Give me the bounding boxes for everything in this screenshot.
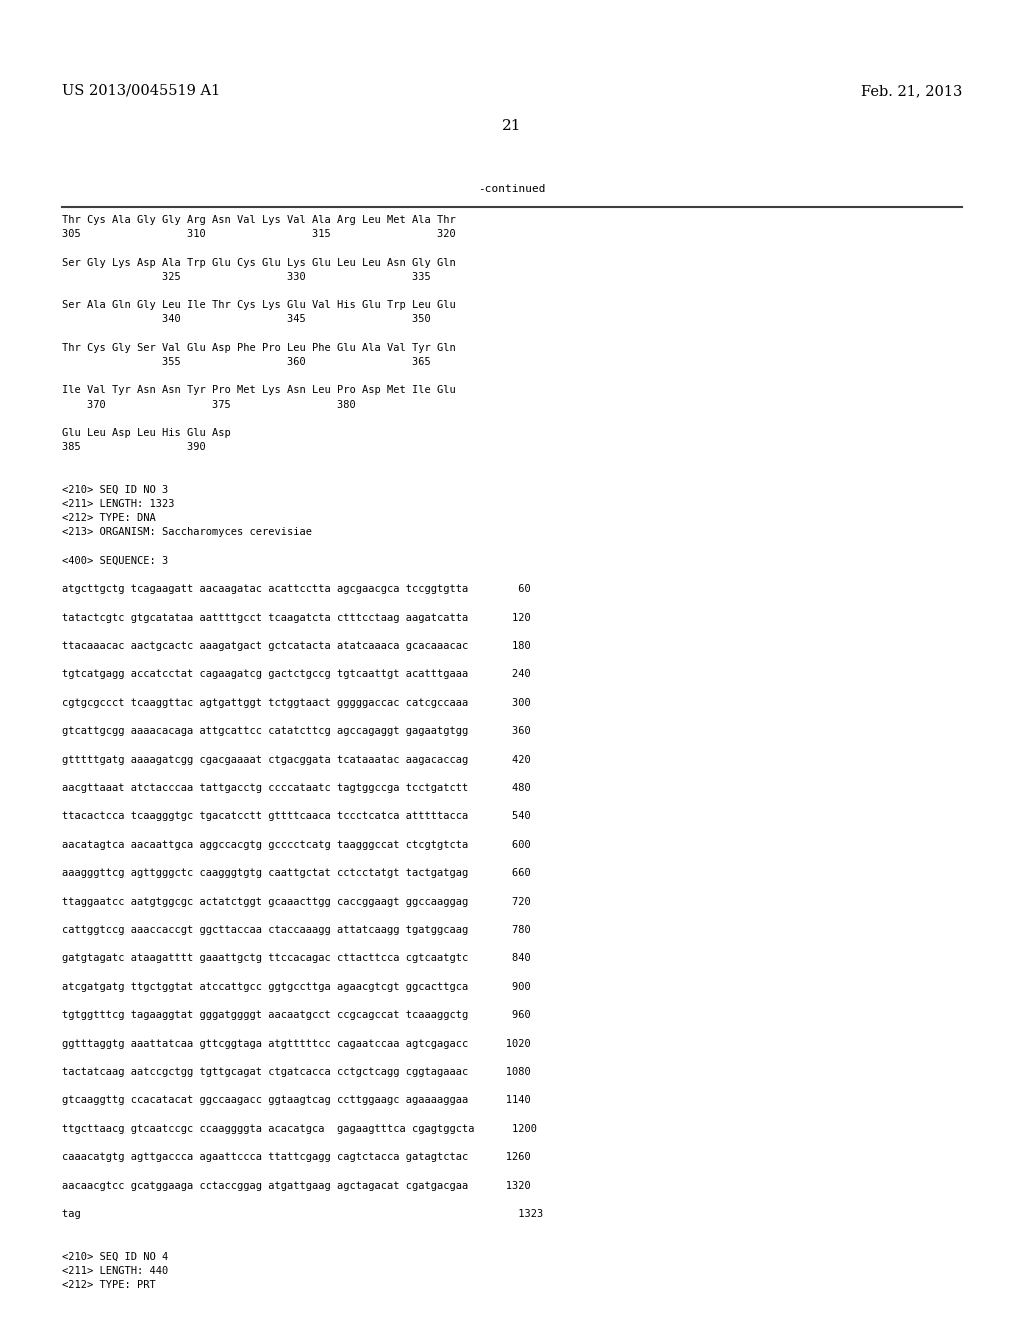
Text: ttgcttaacg gtcaatccgc ccaaggggta acacatgca  gagaagtttca cgagtggcta      1200: ttgcttaacg gtcaatccgc ccaaggggta acacatg… bbox=[62, 1123, 537, 1134]
Text: <210> SEQ ID NO 3: <210> SEQ ID NO 3 bbox=[62, 484, 168, 495]
Text: Thr Cys Gly Ser Val Glu Asp Phe Pro Leu Phe Glu Ala Val Tyr Gln: Thr Cys Gly Ser Val Glu Asp Phe Pro Leu … bbox=[62, 343, 456, 352]
Text: <212> TYPE: DNA: <212> TYPE: DNA bbox=[62, 513, 156, 523]
Text: <211> LENGTH: 1323: <211> LENGTH: 1323 bbox=[62, 499, 174, 510]
Text: <211> LENGTH: 440: <211> LENGTH: 440 bbox=[62, 1266, 168, 1276]
Text: aacatagtca aacaattgca aggccacgtg gcccctcatg taagggccat ctcgtgtcta       600: aacatagtca aacaattgca aggccacgtg gcccctc… bbox=[62, 840, 530, 850]
Text: 385                 390: 385 390 bbox=[62, 442, 206, 453]
Text: ttacactcca tcaagggtgc tgacatcctt gttttcaaca tccctcatca atttttacca       540: ttacactcca tcaagggtgc tgacatcctt gttttca… bbox=[62, 812, 530, 821]
Text: <212> TYPE: PRT: <212> TYPE: PRT bbox=[62, 1280, 156, 1290]
Text: 340                 345                 350: 340 345 350 bbox=[62, 314, 431, 325]
Text: Thr Cys Ala Gly Gly Arg Asn Val Lys Val Ala Arg Leu Met Ala Thr: Thr Cys Ala Gly Gly Arg Asn Val Lys Val … bbox=[62, 215, 456, 224]
Text: ggtttaggtg aaattatcaa gttcggtaga atgtttttcc cagaatccaa agtcgagacc      1020: ggtttaggtg aaattatcaa gttcggtaga atgtttt… bbox=[62, 1039, 530, 1048]
Text: Ser Ala Gln Gly Leu Ile Thr Cys Lys Glu Val His Glu Trp Leu Glu: Ser Ala Gln Gly Leu Ile Thr Cys Lys Glu … bbox=[62, 300, 456, 310]
Text: 21: 21 bbox=[502, 119, 522, 133]
Text: 355                 360                 365: 355 360 365 bbox=[62, 356, 431, 367]
Text: Ile Val Tyr Asn Asn Tyr Pro Met Lys Asn Leu Pro Asp Met Ile Glu: Ile Val Tyr Asn Asn Tyr Pro Met Lys Asn … bbox=[62, 385, 456, 396]
Text: gtcaaggttg ccacatacat ggccaagacc ggtaagtcag ccttggaagc agaaaaggaa      1140: gtcaaggttg ccacatacat ggccaagacc ggtaagt… bbox=[62, 1096, 530, 1105]
Text: <213> ORGANISM: Saccharomyces cerevisiae: <213> ORGANISM: Saccharomyces cerevisiae bbox=[62, 528, 312, 537]
Text: gtttttgatg aaaagatcgg cgacgaaaat ctgacggata tcataaatac aagacaccag       420: gtttttgatg aaaagatcgg cgacgaaaat ctgacgg… bbox=[62, 755, 530, 764]
Text: atgcttgctg tcagaagatt aacaagatac acattcctta agcgaacgca tccggtgtta        60: atgcttgctg tcagaagatt aacaagatac acattcc… bbox=[62, 585, 530, 594]
Text: cattggtccg aaaccaccgt ggcttaccaa ctaccaaagg attatcaagg tgatggcaag       780: cattggtccg aaaccaccgt ggcttaccaa ctaccaa… bbox=[62, 925, 530, 935]
Text: aacgttaaat atctacccaa tattgacctg ccccataatc tagtggccga tcctgatctt       480: aacgttaaat atctacccaa tattgacctg ccccata… bbox=[62, 783, 530, 793]
Text: -continued: -continued bbox=[478, 183, 546, 194]
Text: Glu Leu Asp Leu His Glu Asp: Glu Leu Asp Leu His Glu Asp bbox=[62, 428, 230, 438]
Text: ttacaaacac aactgcactc aaagatgact gctcatacta atatcaaaca gcacaaacac       180: ttacaaacac aactgcactc aaagatgact gctcata… bbox=[62, 642, 530, 651]
Text: atcgatgatg ttgctggtat atccattgcc ggtgccttga agaacgtcgt ggcacttgca       900: atcgatgatg ttgctggtat atccattgcc ggtgcct… bbox=[62, 982, 530, 991]
Text: Feb. 21, 2013: Feb. 21, 2013 bbox=[860, 84, 962, 98]
Text: gtcattgcgg aaaacacaga attgcattcc catatcttcg agccagaggt gagaatgtgg       360: gtcattgcgg aaaacacaga attgcattcc catatct… bbox=[62, 726, 530, 737]
Text: Ser Gly Lys Asp Ala Trp Glu Cys Glu Lys Glu Leu Leu Asn Gly Gln: Ser Gly Lys Asp Ala Trp Glu Cys Glu Lys … bbox=[62, 257, 456, 268]
Text: cgtgcgccct tcaaggttac agtgattggt tctggtaact gggggaccac catcgccaaa       300: cgtgcgccct tcaaggttac agtgattggt tctggta… bbox=[62, 698, 530, 708]
Text: US 2013/0045519 A1: US 2013/0045519 A1 bbox=[62, 84, 220, 98]
Text: 305                 310                 315                 320: 305 310 315 320 bbox=[62, 230, 456, 239]
Text: gatgtagatc ataagatttt gaaattgctg ttccacagac cttacttcca cgtcaatgtc       840: gatgtagatc ataagatttt gaaattgctg ttccaca… bbox=[62, 953, 530, 964]
Text: tgtcatgagg accatcctat cagaagatcg gactctgccg tgtcaattgt acatttgaaa       240: tgtcatgagg accatcctat cagaagatcg gactctg… bbox=[62, 669, 530, 680]
Text: <400> SEQUENCE: 3: <400> SEQUENCE: 3 bbox=[62, 556, 168, 566]
Text: <210> SEQ ID NO 4: <210> SEQ ID NO 4 bbox=[62, 1251, 168, 1262]
Text: tactatcaag aatccgctgg tgttgcagat ctgatcacca cctgctcagg cggtagaaac      1080: tactatcaag aatccgctgg tgttgcagat ctgatca… bbox=[62, 1067, 530, 1077]
Text: caaacatgtg agttgaccca agaattccca ttattcgagg cagtctacca gatagtctac      1260: caaacatgtg agttgaccca agaattccca ttattcg… bbox=[62, 1152, 530, 1162]
Text: 325                 330                 335: 325 330 335 bbox=[62, 272, 431, 281]
Text: tag                                                                      1323: tag 1323 bbox=[62, 1209, 544, 1218]
Text: tatactcgtc gtgcatataa aattttgcct tcaagatcta ctttcctaag aagatcatta       120: tatactcgtc gtgcatataa aattttgcct tcaagat… bbox=[62, 612, 530, 623]
Text: ttaggaatcc aatgtggcgc actatctggt gcaaacttgg caccggaagt ggccaaggag       720: ttaggaatcc aatgtggcgc actatctggt gcaaact… bbox=[62, 896, 530, 907]
Text: 370                 375                 380: 370 375 380 bbox=[62, 400, 355, 409]
Text: tgtggtttcg tagaaggtat gggatggggt aacaatgcct ccgcagccat tcaaaggctg       960: tgtggtttcg tagaaggtat gggatggggt aacaatg… bbox=[62, 1010, 530, 1020]
Text: aaagggttcg agttgggctc caagggtgtg caattgctat cctcctatgt tactgatgag       660: aaagggttcg agttgggctc caagggtgtg caattgc… bbox=[62, 869, 530, 878]
Text: aacaacgtcc gcatggaaga cctaccggag atgattgaag agctagacat cgatgacgaa      1320: aacaacgtcc gcatggaaga cctaccggag atgattg… bbox=[62, 1180, 530, 1191]
